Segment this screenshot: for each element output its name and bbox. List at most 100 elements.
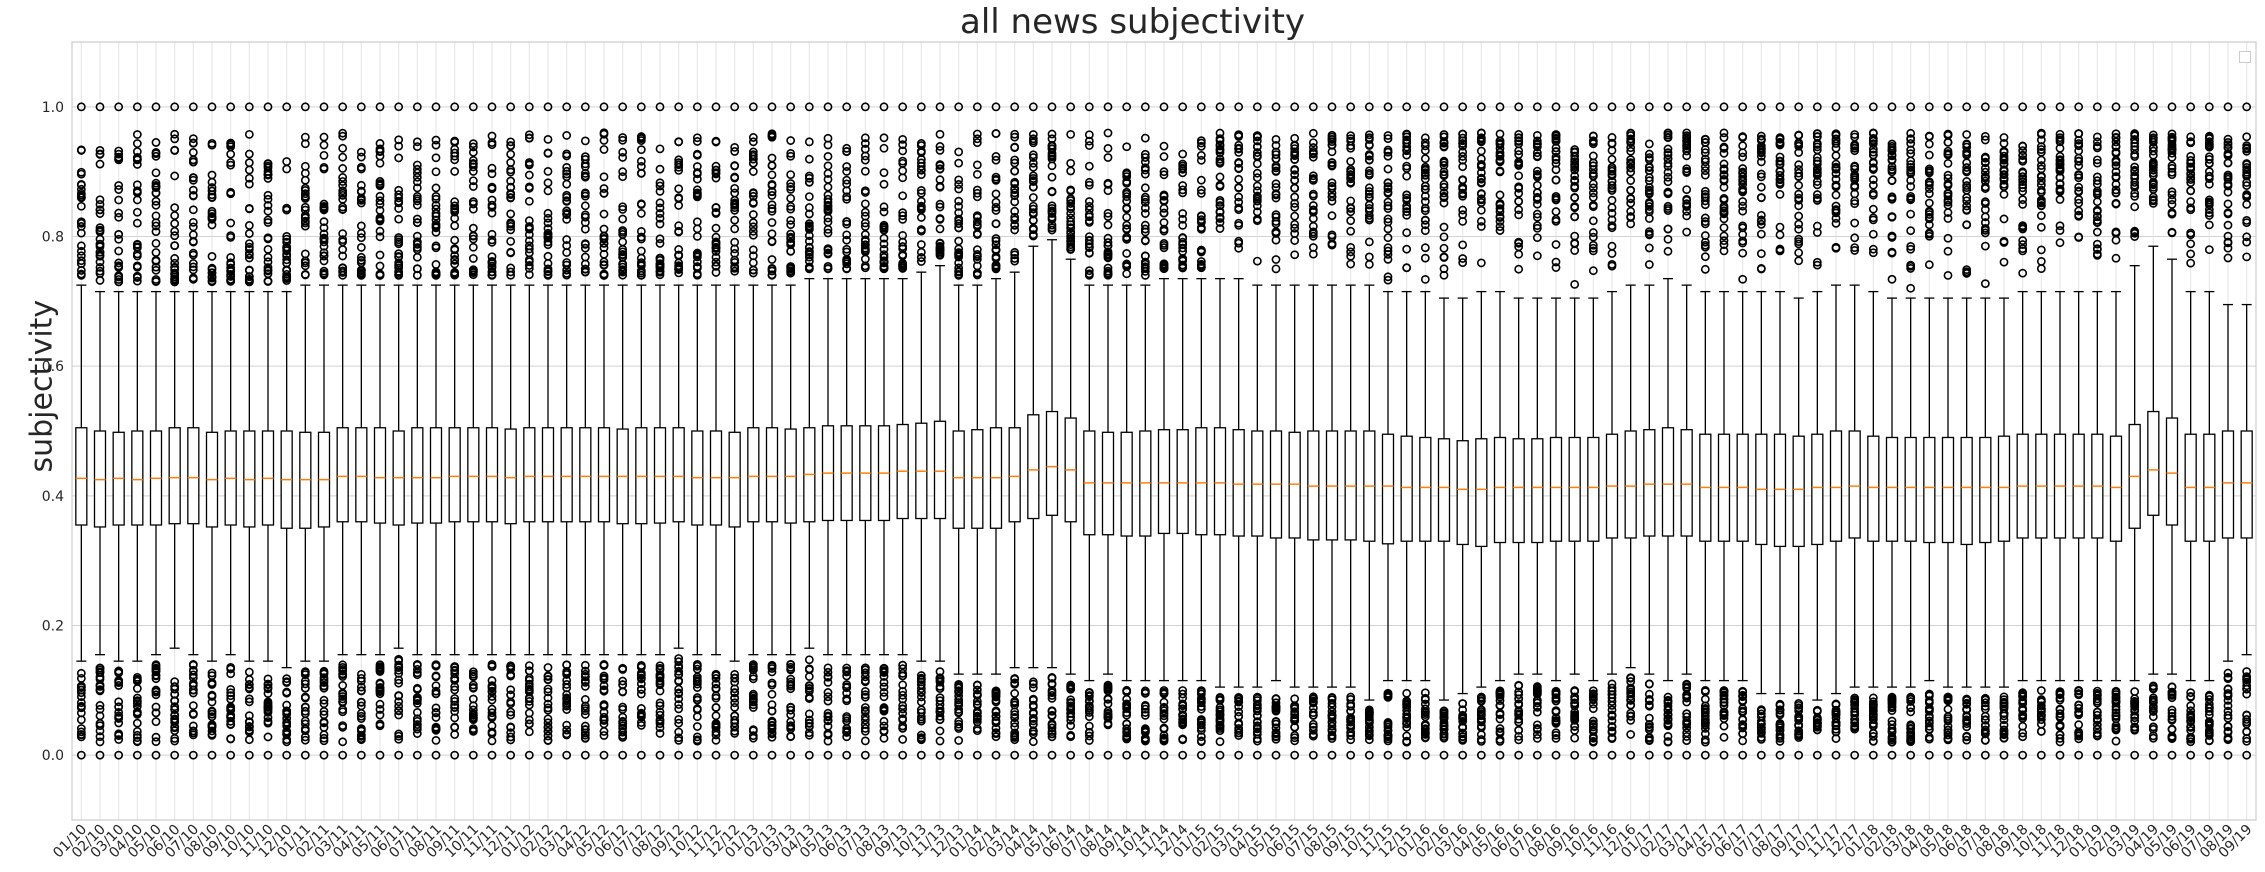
outlier-point [580, 666, 590, 676]
box-05/11 [373, 102, 387, 760]
outlier-point [356, 701, 366, 711]
outlier-point [95, 195, 105, 205]
outlier-point [170, 129, 180, 139]
outlier-point [450, 722, 460, 732]
outlier-point [506, 141, 516, 151]
outlier-point [263, 702, 273, 712]
outlier-point [524, 270, 534, 280]
outlier-point [674, 704, 684, 714]
outlier-point [207, 212, 217, 221]
outlier-point [300, 194, 310, 203]
outlier-point [543, 186, 553, 196]
box-10/11 [467, 102, 480, 760]
outlier-point [95, 732, 105, 741]
outlier-point [636, 750, 646, 760]
outlier-point [300, 161, 310, 171]
outlier-point [244, 722, 254, 731]
box-iqr [1531, 438, 1544, 544]
outlier-point [450, 703, 460, 712]
outlier-point [207, 273, 217, 283]
outlier-point [375, 158, 385, 168]
outlier-point [151, 151, 161, 161]
outliers [188, 102, 198, 760]
outlier-point [132, 102, 142, 112]
outlier-point [375, 216, 385, 226]
box-iqr [187, 427, 200, 525]
outlier-point [674, 666, 684, 676]
outlier-point [618, 237, 628, 247]
outlier-point [338, 152, 348, 162]
outlier-point [263, 257, 273, 267]
outlier-point [263, 244, 273, 254]
outlier-point [338, 263, 348, 273]
outlier-point [636, 661, 646, 670]
outlier-point [468, 701, 478, 711]
outlier-point [562, 260, 572, 270]
outlier-point [412, 177, 422, 187]
box-05/10 [149, 102, 163, 760]
box-iqr [747, 427, 760, 523]
outlier-point [319, 256, 329, 266]
outlier-point [431, 750, 441, 760]
box-10/12 [691, 102, 704, 760]
outliers [375, 102, 385, 760]
outlier-point [636, 133, 646, 143]
outlier-point [562, 102, 572, 112]
outlier-point [76, 692, 86, 702]
outlier-point [170, 274, 180, 284]
box-iqr [1176, 429, 1189, 535]
outlier-point [412, 683, 422, 693]
outlier-point [226, 189, 236, 199]
outlier-point [319, 695, 329, 705]
outliers [674, 102, 684, 760]
outlier-point [580, 172, 590, 182]
outlier-point [431, 703, 441, 713]
outlier-point [95, 721, 105, 731]
outlier-point [319, 681, 329, 691]
outlier-point [412, 168, 422, 178]
outlier-point [114, 234, 124, 244]
box-02/11 [317, 102, 331, 760]
outlier-point [226, 688, 236, 698]
outlier-point [356, 266, 366, 276]
outlier-point [282, 234, 292, 244]
outlier-point [394, 102, 404, 112]
outlier-point [244, 253, 254, 263]
outlier-point [300, 269, 310, 279]
outlier-point [562, 720, 572, 730]
outlier-point [114, 729, 124, 739]
outlier-point [412, 664, 422, 674]
outlier-point [132, 733, 142, 742]
outlier-point [244, 173, 254, 183]
outlier-point [375, 705, 385, 714]
outlier-point [562, 730, 572, 740]
outlier-point [562, 660, 572, 670]
outlier-point [207, 268, 217, 278]
box-iqr [765, 427, 779, 523]
outlier-point [244, 735, 254, 745]
outlier-point [655, 673, 665, 683]
outlier-point [543, 687, 553, 697]
outlier-point [132, 699, 142, 708]
outlier-point [151, 690, 161, 700]
outlier-point [170, 241, 180, 250]
outlier-point [692, 133, 702, 143]
outlier-point [674, 158, 684, 168]
outlier-point [170, 134, 180, 144]
outliers [655, 102, 665, 760]
outlier-point [76, 145, 86, 155]
outlier-point [375, 689, 385, 699]
outlier-point [412, 698, 422, 708]
outlier-point [562, 670, 572, 679]
outlier-point [282, 205, 292, 215]
box-05/16 [1493, 102, 1507, 760]
outlier-point [450, 665, 460, 675]
outlier-point [580, 210, 590, 220]
outlier-point [599, 681, 609, 691]
outlier-point [226, 160, 236, 170]
box-iqr [1195, 427, 1208, 536]
outlier-point [412, 693, 422, 703]
outlier-point [151, 200, 161, 210]
outlier-point [244, 129, 254, 139]
outlier-point [170, 231, 180, 241]
